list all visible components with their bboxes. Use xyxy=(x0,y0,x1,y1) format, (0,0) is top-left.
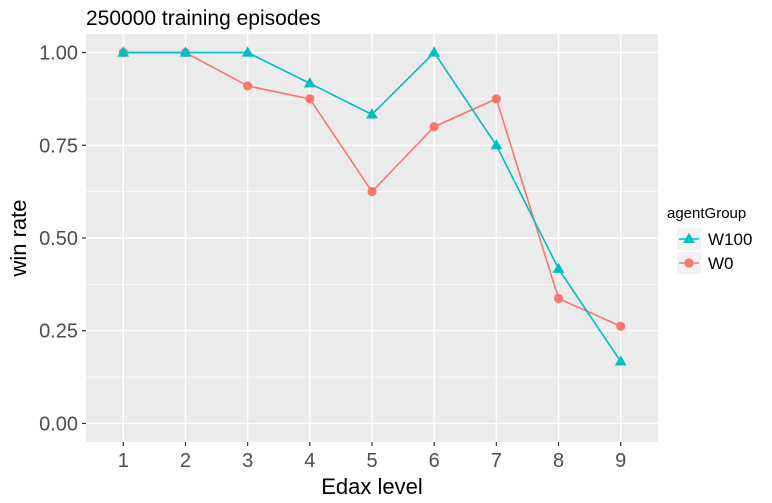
x-axis-title: Edax level xyxy=(321,474,423,499)
data-point-w100 xyxy=(366,108,378,119)
data-point-w100 xyxy=(428,46,441,57)
x-tick-label: 4 xyxy=(304,450,315,472)
data-point-w100 xyxy=(241,46,254,57)
data-point-w0 xyxy=(491,94,501,104)
y-tick-label: 0.25 xyxy=(39,321,78,343)
x-tick-label: 9 xyxy=(615,450,626,472)
chart-title: 250000 training episodes xyxy=(86,7,321,30)
data-point-w100 xyxy=(552,262,565,273)
axes: 0.00 0.25 0.50 0.75 1.00 1 2 3 4 5 6 7 8 9 xyxy=(39,43,626,472)
y-axis-title: win rate xyxy=(6,199,31,277)
data-point-w100 xyxy=(303,77,316,88)
y-tick-label: 0.50 xyxy=(39,228,78,250)
x-tick-label: 5 xyxy=(366,450,377,472)
x-tick-label: 3 xyxy=(242,450,253,472)
legend-marker-w0 xyxy=(684,258,694,268)
y-tick-label: 1.00 xyxy=(39,43,78,65)
series-points xyxy=(117,46,627,366)
legend-title: agentGroup xyxy=(667,205,746,222)
legend-marker-w100 xyxy=(683,232,695,244)
data-point-w0 xyxy=(553,293,564,304)
x-tick-label: 8 xyxy=(553,450,564,472)
x-tick-label: 6 xyxy=(429,450,440,472)
data-point-w100 xyxy=(614,355,627,366)
data-point-w100 xyxy=(117,46,130,57)
legend-label: W100 xyxy=(708,230,752,249)
legend-label: W0 xyxy=(708,254,734,273)
y-tick-label: 0.75 xyxy=(39,135,78,157)
data-point-w0 xyxy=(429,122,439,132)
legend-items: W100 W0 xyxy=(677,228,752,274)
legend: agentGroup W100 W0 xyxy=(667,205,752,274)
x-tick-label: 1 xyxy=(118,450,129,472)
data-point-w0 xyxy=(616,321,626,331)
x-tick-label: 7 xyxy=(491,450,502,472)
data-point-w100 xyxy=(490,139,503,150)
data-point-w0 xyxy=(367,187,377,197)
data-point-w0 xyxy=(305,94,315,104)
data-point-w100 xyxy=(179,46,192,57)
y-tick-label: 0.00 xyxy=(39,413,78,435)
x-tick-label: 2 xyxy=(180,450,191,472)
data-point-w0 xyxy=(243,81,253,91)
